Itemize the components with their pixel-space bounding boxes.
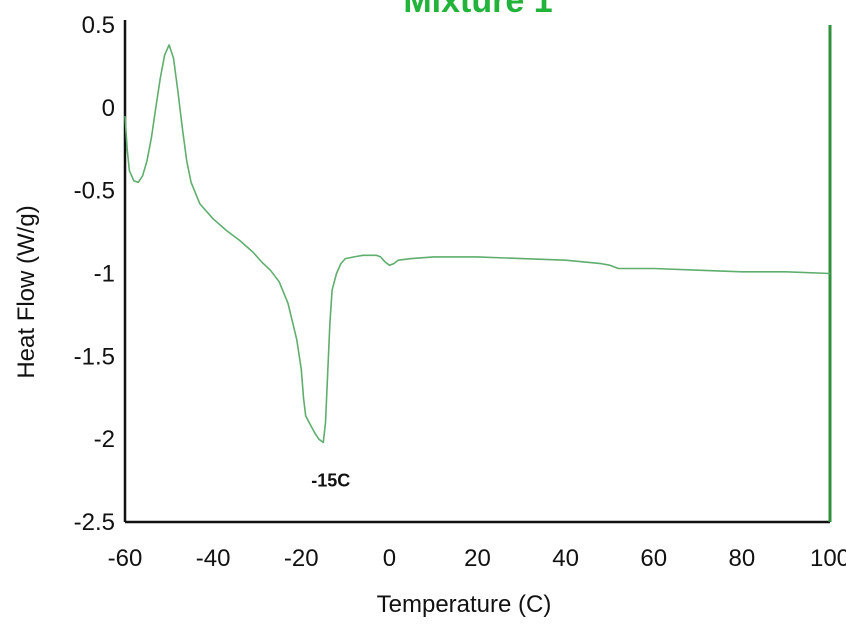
annotations: -15C <box>311 471 350 491</box>
y-tick-label: -2 <box>94 426 115 453</box>
x-tick-label: -60 <box>108 545 143 572</box>
x-tick-label: 60 <box>640 545 667 572</box>
series-line-1 <box>124 44 831 444</box>
series-group <box>124 44 831 444</box>
x-tick-label: 100 <box>810 545 846 572</box>
y-axis-title: Heat Flow (W/g) <box>13 205 40 378</box>
y-tick-label: -2.5 <box>74 509 115 536</box>
x-tick-label: -40 <box>196 545 231 572</box>
x-tick-label: 20 <box>464 545 491 572</box>
y-tick-label: 0.5 <box>82 12 115 39</box>
x-tick-label: 80 <box>729 545 756 572</box>
x-tick-label: 0 <box>383 545 396 572</box>
y-tick-label: 0 <box>102 95 115 122</box>
x-tick-label: 40 <box>552 545 579 572</box>
y-axis-ticks: 0.5 0 -0.5 -1 -1.5 -2 -2.5 <box>74 12 115 536</box>
y-tick-label: -0.5 <box>74 178 115 205</box>
x-axis-title: Temperature (C) <box>377 591 552 618</box>
y-tick-label: -1 <box>94 261 115 288</box>
x-tick-label: -20 <box>284 545 319 572</box>
annotation-label: -15C <box>311 471 350 491</box>
chart-title: Mixture 1 <box>403 0 552 20</box>
x-axis-ticks: -60 -40 -20 0 20 40 60 80 100 <box>108 545 846 572</box>
y-tick-label: -1.5 <box>74 343 115 370</box>
